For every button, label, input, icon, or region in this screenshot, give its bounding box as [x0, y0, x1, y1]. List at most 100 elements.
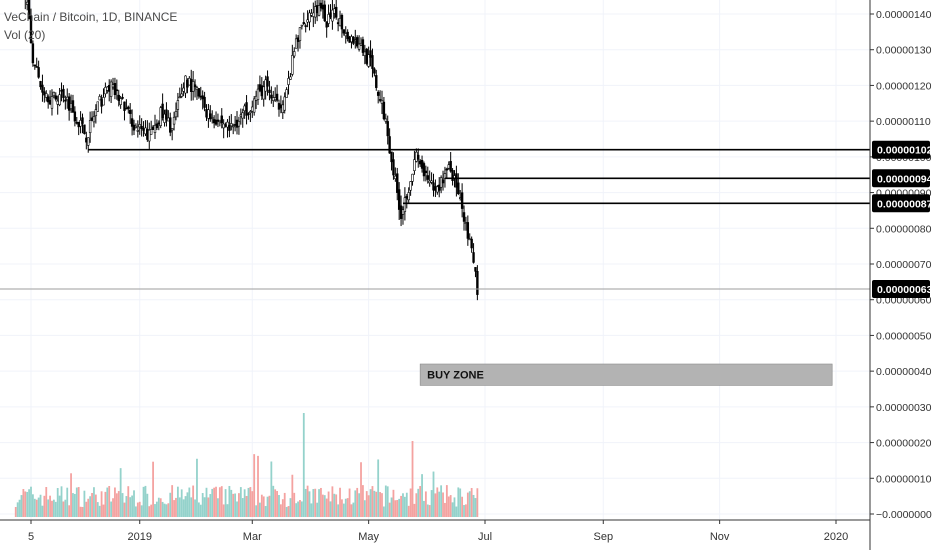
candle-body — [123, 101, 126, 111]
candle-body — [449, 161, 452, 172]
candle-body — [333, 8, 336, 14]
volume-bar — [333, 493, 336, 517]
candle-body — [430, 180, 433, 183]
volume-bar — [323, 495, 326, 517]
candle-body — [163, 113, 166, 123]
volume-bar — [43, 495, 46, 517]
volume-bar — [94, 494, 97, 517]
candle-body — [382, 101, 386, 120]
candle-body — [180, 93, 183, 97]
volume-bar — [411, 441, 414, 517]
candle-body — [262, 86, 265, 100]
volume-bar — [201, 493, 204, 517]
candle-body — [455, 173, 458, 188]
candle-body — [293, 51, 296, 57]
volume-bar — [400, 495, 402, 517]
candle-body — [207, 109, 210, 119]
volume-bar — [245, 495, 248, 517]
y-axis-ticks: 0.00000140 0.00000130 0.00000120 0.00000110… — [870, 9, 932, 521]
candle-body — [325, 21, 328, 28]
volume-bar — [89, 496, 92, 517]
volume-bar — [22, 489, 25, 517]
candle-body — [64, 99, 67, 102]
candle-body — [31, 43, 35, 64]
volume-bar — [228, 485, 231, 517]
volume-bar — [142, 486, 145, 517]
candle-body — [216, 119, 220, 122]
volume-bar — [392, 489, 395, 517]
candle-body — [54, 95, 57, 100]
candle-body — [401, 209, 405, 215]
candle-body — [186, 79, 189, 88]
candle-body — [41, 84, 44, 93]
candle-body — [357, 43, 361, 50]
candle-body — [348, 36, 351, 43]
candle-body — [136, 130, 140, 132]
volume-bar — [321, 494, 324, 517]
legend-symbol-line[interactable]: VeChain / Bitcoin, 1D, BINANCE — [4, 10, 178, 24]
candle-body — [392, 159, 395, 176]
candle-body — [388, 136, 391, 154]
volume-bar — [276, 491, 278, 517]
candle-body — [66, 96, 69, 100]
volume-bar — [138, 501, 141, 517]
candle-body — [159, 107, 162, 126]
volume-bar — [33, 498, 36, 517]
chart-legend: VeChain / Bitcoin, 1D, BINANCE Vol (20) — [4, 8, 177, 44]
volume-bar — [217, 498, 219, 517]
candle-body — [281, 104, 285, 113]
candle-body — [111, 84, 115, 88]
volume-bar — [457, 487, 460, 517]
price-tag-box — [872, 169, 930, 188]
candle-body — [420, 159, 424, 169]
candle-body — [174, 111, 178, 118]
volume-bar — [123, 502, 126, 517]
candle-body — [422, 163, 426, 177]
volume-bar — [215, 486, 217, 517]
volume-bar — [167, 503, 170, 517]
volume-bar — [436, 487, 439, 517]
y-tick-label: 0.00000040 — [876, 366, 932, 378]
candle-body — [191, 81, 195, 92]
volume-bar — [171, 485, 174, 517]
candle-body — [106, 86, 109, 91]
volume-bar — [447, 496, 450, 517]
candle-body — [376, 91, 380, 96]
candle-body — [235, 119, 239, 128]
volume-bar — [199, 504, 202, 517]
volume-bar — [234, 493, 237, 517]
volume-bar — [369, 489, 372, 517]
candle-body — [472, 252, 475, 263]
candle-body — [45, 93, 48, 98]
candle-body — [436, 186, 439, 193]
candle-body — [195, 87, 199, 90]
candle-body — [67, 96, 71, 111]
volume-bar — [432, 471, 435, 517]
candle-body — [432, 182, 435, 191]
volume-bar — [444, 502, 446, 517]
volume-bar — [96, 502, 99, 517]
candle-body — [338, 17, 342, 27]
candle-body — [199, 95, 202, 98]
volume-bar — [413, 503, 416, 517]
volume-bar — [318, 489, 320, 517]
candle-body — [25, 1, 29, 5]
volume-bar — [398, 498, 401, 517]
y-tick-label: 0.00000020 — [876, 438, 932, 450]
volume-bar — [239, 487, 242, 517]
candle-body — [407, 192, 410, 201]
candle-body — [245, 102, 248, 116]
candle-body — [428, 180, 431, 184]
legend-volume-line[interactable]: Vol (20) — [4, 28, 46, 42]
candle-body — [117, 94, 120, 101]
volume-bar — [159, 498, 162, 517]
volume-bar — [70, 473, 72, 517]
candle-body — [224, 124, 227, 127]
candle-body — [287, 78, 290, 85]
candle-body — [220, 115, 223, 124]
y-tick-label: −0.00000000 — [876, 509, 932, 521]
volume-bar — [51, 500, 53, 517]
candle-body — [329, 12, 332, 18]
volume-bar — [81, 506, 84, 517]
